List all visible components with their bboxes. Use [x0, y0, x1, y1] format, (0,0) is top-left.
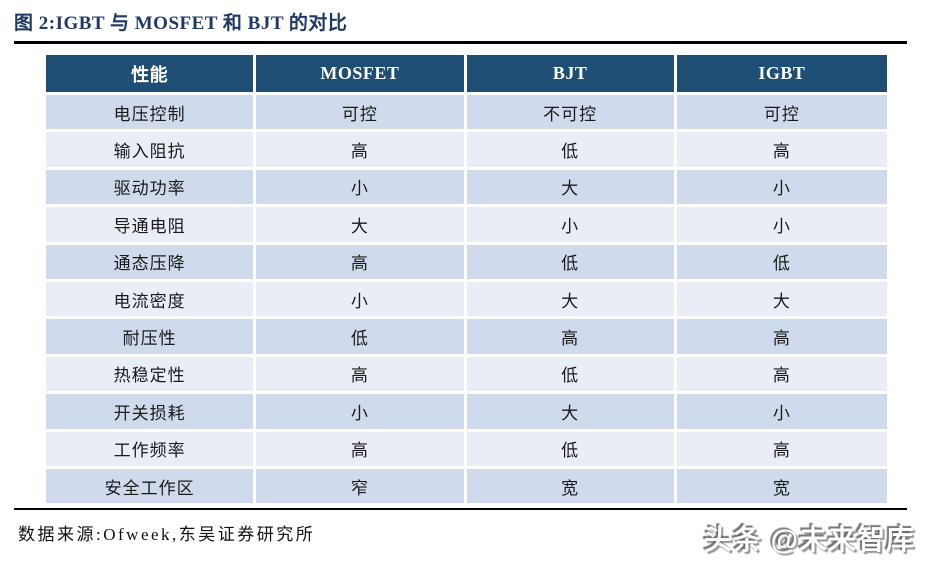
value-cell: 高: [466, 319, 677, 357]
table-body: 电压控制 可控 不可控 可控 输入阻抗高低高驱动功率小大小导通电阻大小小通态压降高低低电…: [46, 95, 887, 504]
value-cell: 低: [676, 244, 887, 282]
table-row: 安全工作区窄宽宽: [46, 468, 887, 504]
table-row: 热稳定性高低高: [46, 356, 887, 395]
value-cell: 低: [466, 132, 677, 170]
value-cell: 小: [256, 394, 467, 432]
row-label-cell: 安全工作区: [46, 468, 257, 504]
value-cell: 可控: [676, 95, 887, 133]
value-cell: 高: [256, 244, 467, 282]
value-cell: 宽: [466, 468, 677, 504]
top-rule: [14, 41, 907, 44]
figure-title: 图 2:IGBT 与 MOSFET 和 BJT 的对比: [14, 13, 348, 34]
value-cell: 高: [676, 431, 887, 469]
value-cell: 大: [466, 281, 677, 320]
value-cell: 低: [466, 431, 677, 469]
table-row: 导通电阻大小小: [46, 207, 887, 245]
table-row: 电流密度小大大: [46, 281, 887, 320]
column-header: BJT: [466, 55, 677, 95]
value-cell: 大: [676, 281, 887, 320]
value-cell: 可控: [256, 95, 467, 133]
row-label-cell: 驱动功率: [46, 169, 257, 208]
row-label-cell: 开关损耗: [46, 394, 257, 432]
column-header: 性能: [46, 55, 257, 95]
value-cell: 低: [256, 319, 467, 357]
watermark: 头条 @未来智库: [703, 524, 915, 555]
table-row: 耐压性低高高: [46, 319, 887, 357]
table-row: 工作频率高低高: [46, 431, 887, 469]
value-cell: 低: [466, 244, 677, 282]
value-cell: 小: [466, 207, 677, 245]
row-label-cell: 电压控制: [46, 95, 257, 133]
value-cell: 小: [256, 281, 467, 320]
row-label-cell: 工作频率: [46, 431, 257, 469]
table-row: 开关损耗小大小: [46, 394, 887, 432]
table-row: 电压控制 可控 不可控 可控: [46, 95, 887, 133]
row-label-cell: 热稳定性: [46, 356, 257, 395]
value-cell: 大: [466, 169, 677, 208]
table-row: 输入阻抗高低高: [46, 132, 887, 170]
value-cell: 高: [676, 319, 887, 357]
row-label-cell: 耐压性: [46, 319, 257, 357]
table-head: 性能 MOSFET BJT IGBT: [46, 55, 887, 95]
table-row: 驱动功率小大小: [46, 169, 887, 208]
value-cell: 低: [466, 356, 677, 395]
value-cell: 高: [256, 132, 467, 170]
value-cell: 宽: [676, 468, 887, 504]
source-note: 数据来源:Ofweek,东吴证券研究所: [18, 525, 316, 544]
column-header: IGBT: [676, 55, 887, 95]
value-cell: 不可控: [466, 95, 677, 133]
value-cell: 高: [676, 356, 887, 395]
value-cell: 高: [256, 356, 467, 395]
value-cell: 窄: [256, 468, 467, 504]
row-label-cell: 通态压降: [46, 244, 257, 282]
comparison-table: 性能 MOSFET BJT IGBT 电压控制 可控 不可控 可控 输入阻抗高低高驱动功率小大…: [46, 55, 887, 504]
row-label-cell: 电流密度: [46, 281, 257, 320]
row-label-cell: 输入阻抗: [46, 132, 257, 170]
table-row: 通态压降高低低: [46, 244, 887, 282]
value-cell: 小: [676, 394, 887, 432]
bottom-rule: [14, 508, 907, 510]
value-cell: 小: [256, 169, 467, 208]
table-header-row: 性能 MOSFET BJT IGBT: [46, 55, 887, 95]
value-cell: 大: [256, 207, 467, 245]
value-cell: 小: [676, 207, 887, 245]
value-cell: 高: [676, 132, 887, 170]
value-cell: 小: [676, 169, 887, 208]
value-cell: 高: [256, 431, 467, 469]
value-cell: 大: [466, 394, 677, 432]
row-label-cell: 导通电阻: [46, 207, 257, 245]
column-header: MOSFET: [256, 55, 467, 95]
